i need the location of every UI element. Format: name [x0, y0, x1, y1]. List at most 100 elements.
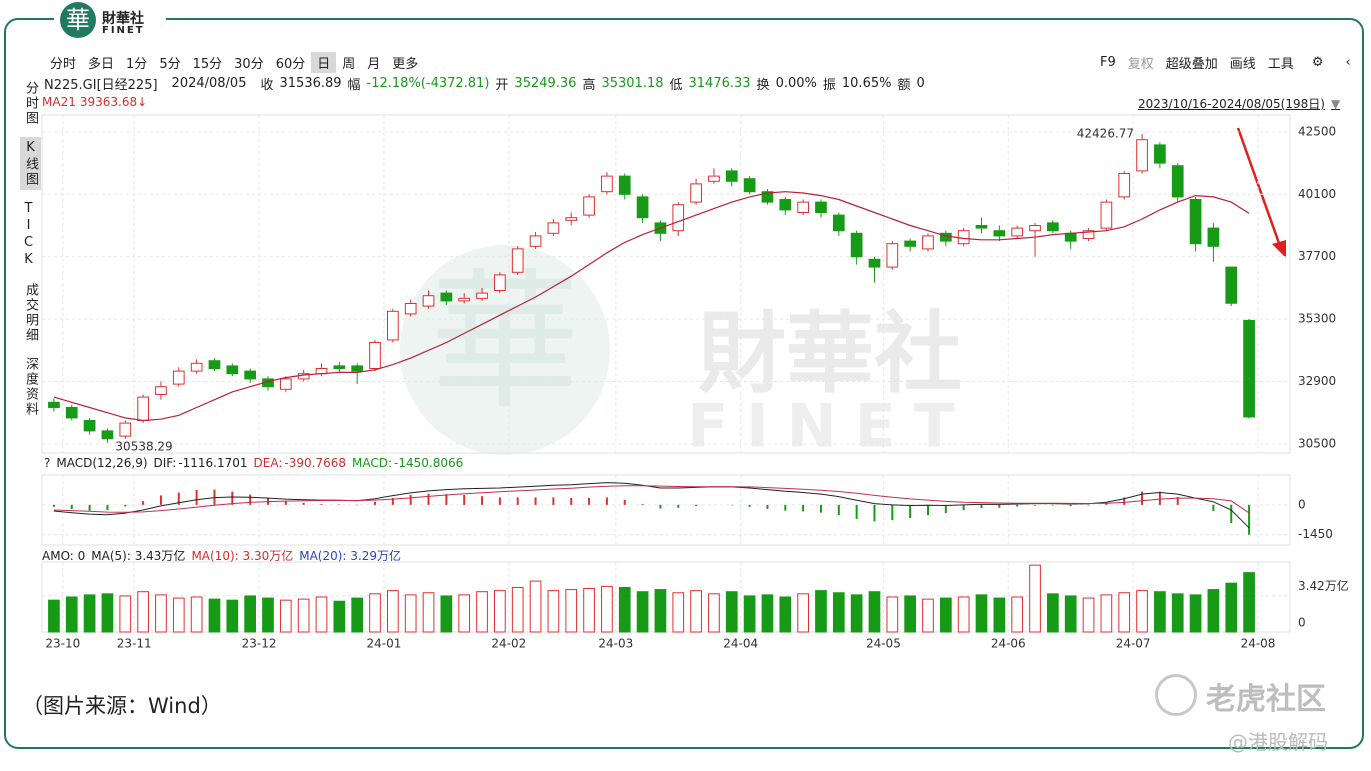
volume-bar [262, 597, 274, 633]
logo: 華 財華社 FINET [54, 0, 166, 40]
label: 额 [897, 78, 911, 93]
legend-entry: MA(20): 3.29万亿 [299, 549, 401, 563]
toolbar-button[interactable]: 30分 [234, 57, 264, 72]
volume-bar [297, 598, 310, 633]
candle-body [458, 297, 471, 302]
toolbar-button[interactable]: 月 [367, 57, 381, 72]
volume-bar [1100, 594, 1113, 633]
volume-bar [1207, 589, 1220, 633]
candle-body [761, 191, 774, 203]
dropdown[interactable]: ▼ [1330, 96, 1341, 111]
candle-body [565, 217, 578, 221]
toolbar-button[interactable]: 画线 [1229, 57, 1256, 72]
volume-bar [779, 596, 792, 633]
toolbar-button[interactable]: 多日 [88, 57, 115, 72]
volume-bar [511, 586, 524, 633]
volume-bar [48, 599, 60, 633]
volume-bar [1225, 582, 1238, 633]
toolbar-button[interactable]: F9 [1100, 55, 1116, 70]
sidebar: 分时图 K线图 TICK 成交明细深度资料 [20, 78, 41, 428]
candle-body [137, 396, 149, 422]
volume-bar [333, 600, 346, 633]
label: 振 [822, 78, 836, 93]
legend-entry: AMO: 0 [42, 548, 86, 563]
toolbar-button[interactable]: 60分 [275, 57, 306, 72]
volume-bar [422, 592, 435, 633]
candle-body [1118, 173, 1131, 198]
toolbar-button[interactable]: 超级叠加 [1165, 57, 1218, 72]
logo-sub: FINET [102, 25, 145, 36]
help[interactable]: ? [44, 456, 51, 470]
macd-title: MACD(12,26,9) [56, 456, 148, 470]
candle-body [386, 310, 399, 341]
date-range[interactable]: 2023/10/16-2024/08/05(198日) ▼ [1138, 95, 1340, 112]
ma-value: 39363.68 [79, 95, 138, 109]
candle-body [779, 199, 792, 211]
candle-body [1207, 227, 1220, 247]
settings-icon[interactable]: ⚙ [1311, 55, 1324, 70]
toolbar-button[interactable]: 周 [342, 57, 356, 72]
x-tick-label: 23-12 [242, 637, 277, 651]
sidebar-tab[interactable]: 成交明细 [23, 283, 38, 343]
sidebar-tab[interactable]: K线图 [20, 137, 41, 190]
candle-body [797, 201, 809, 214]
volume-bar [957, 596, 970, 633]
sidebar-tab[interactable]: 分时图 [23, 81, 38, 126]
volume-bar [565, 589, 578, 633]
sidebar-tab[interactable]: 深度资料 [23, 357, 38, 417]
volume-bar [155, 594, 167, 633]
toolbar-button[interactable]: 1分 [126, 57, 148, 72]
candle-body [886, 243, 899, 268]
volume-bar [386, 590, 399, 633]
candle-body [48, 401, 60, 408]
y-tick-label: 0 [1298, 616, 1306, 630]
x-tick-label: 24-06 [991, 637, 1026, 651]
toolbar-button[interactable]: 5分 [159, 57, 181, 72]
candle-body [1047, 222, 1059, 232]
candle-body [1100, 201, 1113, 229]
open: 35249.36 [514, 76, 577, 91]
candle-body [226, 365, 239, 375]
x-tick-label: 24-08 [1241, 637, 1276, 651]
candle-body [975, 225, 988, 229]
legend-entry: MA(5): 3.43万亿 [91, 549, 186, 563]
volume-bar [458, 594, 471, 633]
y-tick-label: 0 [1298, 497, 1306, 511]
toolbar-button[interactable]: 15分 [192, 57, 223, 72]
label: 收 [260, 78, 274, 93]
toolbar-button[interactable]: 分时 [50, 57, 77, 72]
volume-bar [440, 595, 453, 633]
volume-bar [868, 591, 881, 633]
toolbar-button[interactable]: 日 [311, 52, 337, 73]
toolbar-button[interactable]: 工具 [1267, 57, 1294, 72]
label: 开 [495, 78, 509, 93]
toolbar-button[interactable]: 更多 [392, 57, 419, 72]
candle-body [815, 201, 827, 214]
candle-body [404, 303, 417, 315]
dif-name: DIF: [153, 456, 177, 470]
candle-body [922, 235, 934, 250]
candle-body [743, 178, 756, 193]
range[interactable]: 2023/10/16-2024/08/05(198日) [1138, 97, 1325, 111]
collapse-icon[interactable]: ‹ [1345, 55, 1351, 70]
volume-bar [743, 595, 756, 633]
candle-body [1154, 144, 1166, 164]
candle-body [83, 420, 96, 432]
candle-body [708, 175, 720, 182]
candle-body [208, 360, 221, 370]
logo-name: 財華社 [102, 11, 144, 27]
volume-bar [190, 596, 203, 633]
y-tick-label: 32900 [1298, 374, 1336, 388]
candle-body [172, 370, 185, 385]
candle-body [494, 274, 506, 291]
ma-line [53, 191, 1250, 422]
volume-bar [529, 580, 542, 633]
dea-value: -390.7668 [284, 456, 347, 470]
volume-bar [315, 596, 328, 633]
toolbar-button[interactable]: 复权 [1127, 57, 1154, 72]
candle-body [672, 204, 685, 232]
sidebar-tab[interactable]: TICK [21, 201, 36, 269]
volume-bar [119, 595, 132, 633]
candle-body [547, 222, 560, 234]
volume-bar [797, 593, 809, 633]
